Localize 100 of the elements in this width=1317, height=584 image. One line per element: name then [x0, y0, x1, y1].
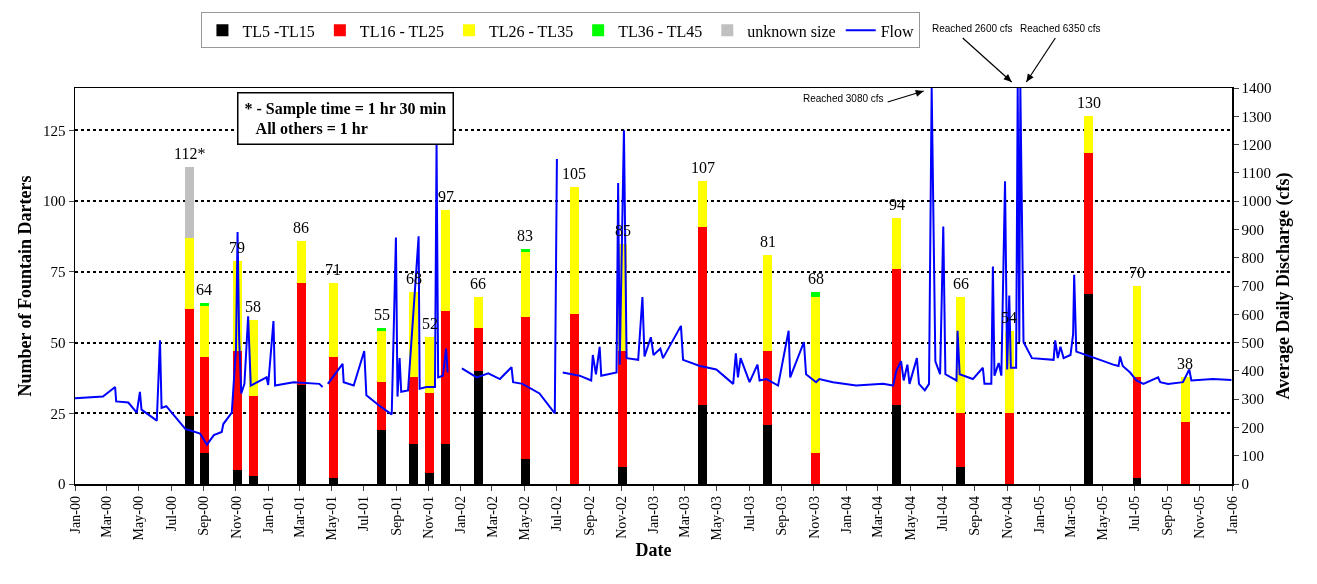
bar [248, 396, 258, 476]
bar [1004, 413, 1014, 484]
total-label: 112* [174, 145, 206, 162]
x-tick-label: Jul-00 [163, 496, 179, 532]
bar [698, 226, 708, 405]
bar [520, 252, 530, 318]
x-tick-label: Nov-04 [999, 496, 1015, 539]
bar [441, 209, 451, 312]
y-tick-label: 125 [43, 122, 66, 139]
total-label: 107 [691, 159, 715, 176]
total-label: 38 [1177, 355, 1193, 372]
x-tick-label: May-01 [324, 496, 340, 541]
total-label: 66 [953, 275, 969, 292]
bar [328, 356, 338, 479]
x-tick-label: Jan-01 [260, 496, 276, 534]
y2-tick-label: 1300 [1241, 108, 1272, 125]
x-tick-label: Nov-03 [806, 496, 822, 539]
bar [1084, 116, 1094, 154]
y-tick-label: 25 [50, 405, 66, 422]
bar [618, 351, 628, 468]
x-tick-label: Jan-02 [453, 496, 469, 534]
bar [520, 249, 530, 253]
legend-label: unknown size [747, 22, 836, 40]
bar [1084, 153, 1094, 295]
bar [956, 413, 966, 468]
bar [569, 187, 579, 315]
bar [296, 283, 306, 385]
x-tick-label: May-04 [902, 496, 918, 541]
bar [763, 254, 772, 352]
bar [296, 240, 306, 284]
x-tick-label: Mar-00 [99, 496, 115, 538]
bar [473, 328, 483, 371]
bar [473, 297, 483, 329]
y2-tick-label: 1200 [1241, 136, 1272, 153]
x-tick-label: May-02 [516, 496, 532, 541]
y2-tick-label: 1100 [1241, 165, 1271, 182]
total-label: 105 [562, 165, 586, 182]
y-axis-title: Number of Fountain Darters [15, 175, 36, 397]
y2-tick-label: 500 [1241, 334, 1264, 351]
x-tick-label: Jul-01 [356, 496, 372, 532]
x-tick-label: Jan-03 [646, 496, 662, 534]
y2-tick-label: 700 [1241, 278, 1264, 295]
x-tick-label: Jul-04 [934, 496, 950, 532]
bar [377, 328, 387, 332]
x-tick-label: Jan-05 [1031, 496, 1047, 534]
x-tick-label: Mar-05 [1063, 496, 1079, 538]
y2-axis-title: Average Daily Discharge (cfs) [1273, 172, 1295, 400]
x-tick-label: Sep-00 [196, 496, 212, 536]
annotation: Reached 3080 cfs [803, 93, 884, 104]
total-label: 64 [196, 281, 212, 298]
bar [184, 308, 194, 417]
bar [425, 393, 435, 473]
bar [199, 305, 209, 357]
y-tick-label: 100 [43, 193, 66, 210]
x-tick-label: May-00 [131, 496, 147, 541]
bar [811, 452, 821, 484]
y2-tick-label: 1000 [1241, 193, 1272, 210]
bar [377, 382, 387, 431]
y2-tick-label: 200 [1241, 419, 1264, 436]
x-tick-label: May-03 [709, 496, 725, 541]
x-tick-label: Jan-06 [1224, 496, 1240, 534]
bar [1180, 421, 1190, 484]
bar [892, 218, 902, 270]
bar [520, 317, 530, 459]
bar [698, 181, 708, 227]
total-label: 81 [760, 233, 776, 250]
bar [184, 167, 194, 238]
bar [425, 336, 435, 394]
total-label: 68 [808, 270, 824, 287]
x-tick-label: Sep-05 [1160, 496, 1176, 536]
bar [892, 269, 902, 405]
x-tick-label: Sep-04 [967, 496, 983, 536]
y2-tick-label: 1400 [1241, 80, 1272, 97]
total-label: 94 [889, 196, 905, 213]
annotation: * - Sample time = 1 hr 30 min All others = 1 hr [244, 99, 447, 138]
y2-tick-label: 400 [1241, 363, 1264, 380]
bar [199, 302, 209, 306]
text: Reached 2600 cfs [932, 23, 1013, 34]
x-tick-label: Mar-04 [870, 496, 886, 538]
y2-tick-label: 800 [1241, 249, 1264, 266]
x-tick-label: Mar-02 [484, 496, 500, 538]
total-label: 58 [245, 298, 261, 315]
y2-tick-label: 300 [1241, 391, 1264, 408]
bar [328, 283, 338, 357]
bar [569, 314, 579, 484]
total-label: 71 [325, 261, 341, 278]
x-tick-label: Jan-00 [67, 496, 83, 534]
x-tick-label: Mar-03 [677, 496, 693, 538]
y2-tick-label: 900 [1241, 221, 1264, 238]
x-tick-label: Sep-02 [581, 496, 597, 536]
x-tick-label: Jan-04 [838, 496, 854, 534]
total-label: 86 [293, 219, 309, 236]
x-tick-label: Nov-01 [421, 496, 437, 539]
x-tick-label: Sep-03 [774, 496, 790, 536]
legend-label: Flow [880, 22, 915, 40]
legend-label: TL5 -TL15 [242, 22, 315, 40]
x-tick-label: Nov-00 [228, 496, 244, 539]
legend-label: TL36 - TL45 [618, 22, 703, 40]
legend-label: TL16 - TL25 [359, 22, 444, 40]
bar [1180, 376, 1190, 422]
